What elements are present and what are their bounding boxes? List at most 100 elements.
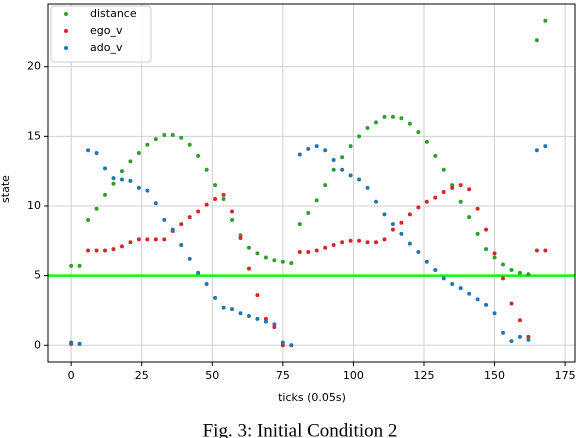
data-point	[170, 132, 175, 137]
data-point	[111, 247, 116, 252]
data-point	[373, 120, 378, 125]
data-point	[467, 291, 472, 296]
data-point	[534, 38, 539, 43]
data-point	[246, 266, 251, 271]
data-point	[153, 237, 158, 242]
data-point	[196, 270, 201, 275]
data-point	[348, 238, 353, 243]
y-tick-label: 20	[27, 60, 41, 73]
data-point	[340, 240, 345, 245]
data-point	[458, 199, 463, 204]
data-point	[543, 18, 548, 23]
legend-label: distance	[90, 7, 137, 20]
data-point	[323, 183, 328, 188]
data-point	[196, 209, 201, 214]
data-point	[484, 227, 489, 232]
data-point	[399, 116, 404, 121]
data-point	[230, 307, 235, 312]
data-point	[390, 222, 395, 227]
data-point	[221, 192, 226, 197]
data-point	[314, 198, 319, 203]
data-point	[272, 325, 277, 330]
data-point	[416, 130, 421, 135]
data-point	[534, 248, 539, 253]
data-point	[517, 334, 522, 339]
data-point	[433, 153, 438, 158]
y-tick-label: 0	[34, 338, 41, 351]
data-point	[331, 242, 336, 247]
data-point	[416, 205, 421, 210]
data-point	[145, 142, 150, 147]
data-point	[213, 295, 218, 300]
legend-box	[50, 5, 152, 63]
data-point	[204, 281, 209, 286]
data-point	[509, 268, 514, 273]
data-point	[103, 248, 108, 253]
data-point	[263, 319, 268, 324]
data-point	[297, 152, 302, 157]
data-point	[204, 167, 209, 172]
data-point	[441, 190, 446, 195]
legend-label: ado_v	[90, 41, 123, 54]
data-point	[187, 256, 192, 261]
data-point	[221, 305, 226, 310]
data-point	[484, 302, 489, 307]
x-tick-label: 0	[68, 369, 75, 382]
data-point	[128, 159, 133, 164]
data-point	[390, 114, 395, 119]
legend-marker	[64, 12, 68, 16]
data-point	[314, 248, 319, 253]
data-point	[492, 311, 497, 316]
data-point	[501, 262, 506, 267]
x-tick-label: 50	[205, 369, 219, 382]
data-point	[170, 227, 175, 232]
data-point	[187, 142, 192, 147]
data-point	[145, 237, 150, 242]
data-point	[306, 210, 311, 215]
data-point	[213, 183, 218, 188]
data-point	[111, 176, 116, 181]
data-point	[94, 151, 99, 156]
data-point	[230, 209, 235, 214]
data-point	[331, 167, 336, 172]
data-point	[162, 237, 167, 242]
data-point	[441, 167, 446, 172]
legend-marker	[64, 29, 68, 33]
data-point	[263, 255, 268, 260]
data-point	[407, 121, 412, 126]
data-point	[69, 340, 74, 345]
data-point	[255, 316, 260, 321]
data-point	[348, 173, 353, 178]
data-point	[323, 148, 328, 153]
y-tick-label: 10	[27, 199, 41, 212]
data-point	[323, 245, 328, 250]
plot-frame	[47, 3, 576, 363]
data-point	[187, 215, 192, 220]
data-point	[450, 281, 455, 286]
data-point	[119, 244, 124, 249]
data-point	[407, 212, 412, 217]
data-point	[475, 231, 480, 236]
data-point	[255, 251, 260, 256]
data-point	[407, 241, 412, 246]
data-point	[179, 135, 184, 140]
data-point	[340, 155, 345, 160]
data-point	[382, 114, 387, 119]
data-point	[204, 202, 209, 207]
data-point	[221, 197, 226, 202]
data-point	[509, 301, 514, 306]
data-point	[119, 169, 124, 174]
data-point	[128, 178, 133, 183]
data-point	[77, 263, 82, 268]
data-point	[86, 248, 91, 253]
y-axis-label: state	[0, 175, 12, 203]
data-point	[492, 251, 497, 256]
x-tick-label: 175	[555, 369, 576, 382]
data-point	[390, 227, 395, 232]
data-point	[450, 185, 455, 190]
data-point	[382, 237, 387, 242]
data-point	[416, 249, 421, 254]
data-point	[86, 217, 91, 222]
data-point	[534, 148, 539, 153]
data-point	[103, 166, 108, 171]
